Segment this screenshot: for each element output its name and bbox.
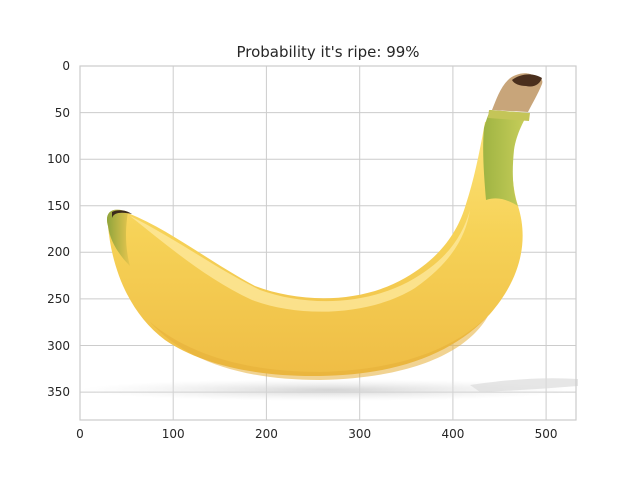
x-tick-label: 400 <box>441 427 464 441</box>
banana-photo <box>80 73 580 401</box>
x-tick-label: 0 <box>76 427 84 441</box>
axes-frame <box>79 65 577 421</box>
y-tick-label: 50 <box>55 106 70 120</box>
banana-stem <box>483 110 528 206</box>
y-tick-label: 350 <box>47 385 70 399</box>
banana-stem-tip-dark <box>512 74 542 87</box>
y-tick-label: 250 <box>47 292 70 306</box>
y-tick-label: 200 <box>47 245 70 259</box>
banana-shadow <box>80 379 580 401</box>
x-tick-labels: 0 100 200 300 400 500 <box>76 427 557 441</box>
y-tick-label: 100 <box>47 152 70 166</box>
y-tick-labels: 0 50 100 150 200 250 300 350 <box>47 59 70 399</box>
x-tick-label: 100 <box>162 427 185 441</box>
x-tick-label: 500 <box>535 427 558 441</box>
banana-highlight <box>130 210 470 312</box>
banana-left-end <box>106 209 130 266</box>
y-tick-label: 300 <box>47 339 70 353</box>
y-tick-label: 150 <box>47 199 70 213</box>
banana-body <box>106 117 523 377</box>
x-tick-label: 200 <box>255 427 278 441</box>
x-tick-label: 300 <box>348 427 371 441</box>
y-tick-label: 0 <box>62 59 70 73</box>
banana-shadow-right <box>470 378 578 392</box>
banana-underside <box>150 316 488 380</box>
banana-stem-collar <box>488 110 530 121</box>
chart-title: Probability it's ripe: 99% <box>236 43 419 61</box>
banana-left-tip <box>112 210 132 218</box>
